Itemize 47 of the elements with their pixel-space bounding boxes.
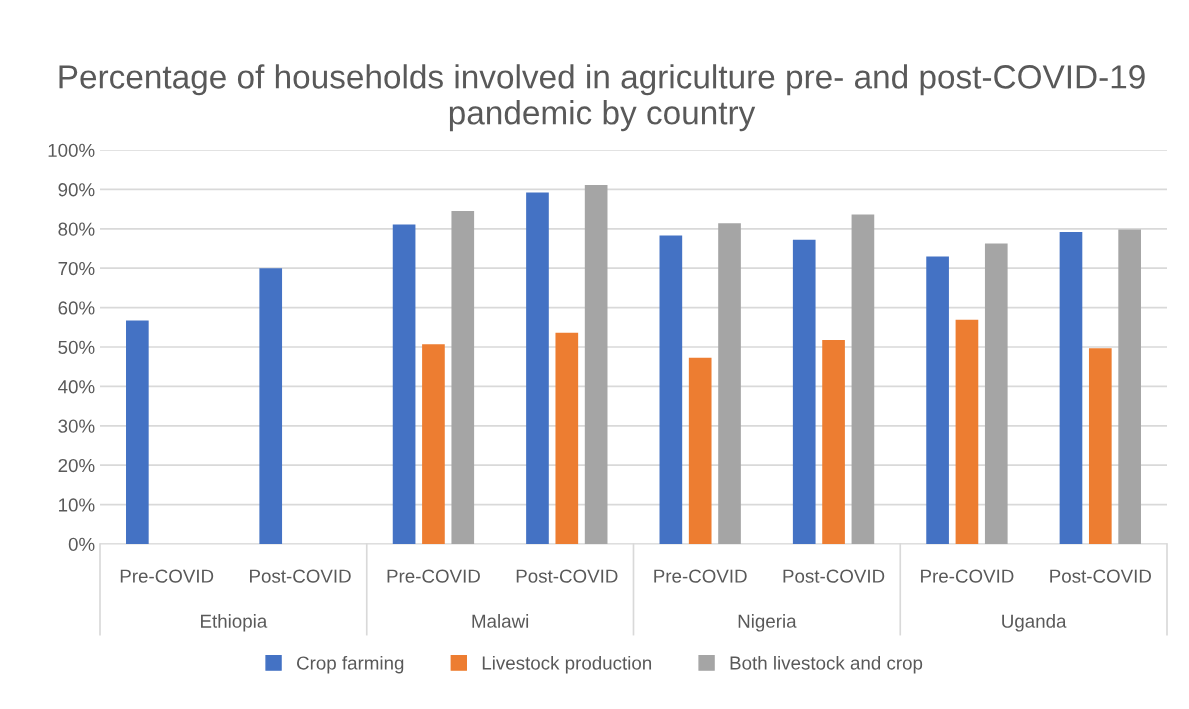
y-tick-label: 30% bbox=[58, 419, 95, 433]
y-tick-label: 0% bbox=[68, 537, 95, 551]
legend-label: Livestock production bbox=[482, 655, 652, 674]
x-tick-label: Post-COVID bbox=[783, 569, 885, 583]
bar bbox=[451, 211, 475, 544]
bar bbox=[422, 344, 445, 544]
bar bbox=[259, 268, 283, 544]
bar bbox=[822, 339, 845, 544]
x-tick-label: Pre-COVID bbox=[921, 569, 1014, 583]
y-tick-label: 20% bbox=[58, 458, 95, 473]
bar bbox=[718, 223, 741, 544]
bar bbox=[555, 332, 579, 544]
y-tick-label: 80% bbox=[58, 222, 95, 236]
x-tick-label: Pre-COVID bbox=[654, 569, 747, 583]
chart-title: Percentage of households involved in agriculture pre- and post-COVID-19 pandemic by country bbox=[59, 64, 1145, 132]
bar bbox=[526, 192, 549, 544]
y-tick-label: 50% bbox=[58, 340, 95, 354]
y-tick-label: 100% bbox=[48, 143, 95, 157]
y-tick-label: 90% bbox=[58, 183, 95, 197]
text: Ethiopia bbox=[201, 614, 268, 632]
legend-label: Crop farming bbox=[297, 655, 404, 674]
bar bbox=[851, 214, 875, 544]
bar bbox=[1059, 231, 1083, 544]
x-tick-label: Post-COVID bbox=[516, 569, 618, 583]
bar bbox=[584, 185, 608, 544]
bar bbox=[984, 243, 1008, 544]
y-tick-label: 60% bbox=[58, 301, 95, 315]
bar bbox=[392, 224, 416, 544]
x-tick-label: Pre-COVID bbox=[387, 569, 480, 583]
bar bbox=[659, 235, 683, 544]
bar bbox=[126, 320, 149, 544]
bar bbox=[955, 319, 979, 544]
bar bbox=[926, 256, 949, 544]
x-tick-label: Post-COVID bbox=[1050, 569, 1151, 583]
y-tick-label: 70% bbox=[58, 261, 95, 276]
bar bbox=[792, 239, 816, 544]
bar bbox=[1088, 348, 1112, 544]
bar bbox=[1118, 229, 1141, 544]
bar bbox=[688, 357, 712, 544]
x-tick-label: Post-COVID bbox=[250, 569, 351, 583]
text: Malawi bbox=[472, 614, 529, 628]
y-tick-label: 40% bbox=[58, 380, 95, 394]
text: Nigeria bbox=[738, 614, 797, 632]
x-tick-label: Pre-COVID bbox=[120, 569, 214, 583]
legend-label: Both livestock and crop bbox=[730, 655, 923, 674]
y-tick-label: 10% bbox=[59, 498, 95, 512]
text: Uganda bbox=[1002, 614, 1067, 632]
